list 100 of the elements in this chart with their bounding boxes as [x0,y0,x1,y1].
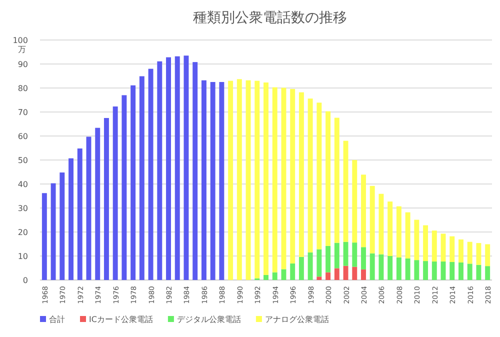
bar [236,79,242,280]
bar [432,262,437,280]
bar [326,246,331,272]
bar [254,80,260,278]
bar [246,80,251,280]
bar [405,212,410,258]
bar [326,111,331,246]
bar [281,269,286,280]
y-tick-label: 30 [18,204,28,213]
bar [476,243,482,265]
legend-label: デジタル公衆電話 [176,315,241,324]
y-axis-title: 万 [18,45,26,54]
bar [343,242,348,266]
bar [450,236,455,262]
bar [60,172,65,280]
y-tick-label: 100 [12,36,28,45]
bar [264,274,268,280]
bar [467,242,472,264]
bar [334,242,340,268]
bar [334,118,340,243]
bar [122,95,127,280]
bar [414,260,420,280]
bar [228,80,234,280]
bar [388,202,393,256]
bar [174,56,180,280]
bar [157,61,162,280]
bar [370,186,375,254]
bar [414,220,420,260]
legend-label: アナログ公衆電話 [264,315,329,324]
bar [334,268,340,280]
bar [396,206,402,258]
bar [316,102,322,250]
bar [450,262,455,280]
legend-label: ICカード公衆電話 [89,315,153,324]
bar [396,257,402,280]
bar [458,239,464,262]
y-tick-label: 80 [18,84,28,93]
bar [423,225,428,262]
bar [378,254,384,280]
bar [370,253,375,280]
bar [423,261,428,280]
bar [361,174,366,248]
chart-title: 種類別公衆電話数の推移 [193,10,347,26]
y-tick-label: 50 [18,156,28,165]
bar [281,88,286,270]
bar [130,85,136,280]
bar [361,247,366,270]
bar [352,242,358,267]
bar [139,76,144,280]
y-tick-label: 60 [18,132,28,141]
bar [352,266,358,280]
bar [485,266,490,280]
bar [378,194,384,254]
bar [485,244,490,266]
bar [112,106,118,280]
bar [361,269,366,280]
bar [388,256,393,280]
y-tick-label: 70 [18,108,28,117]
bar [219,82,224,280]
bar [326,272,331,280]
bar [290,263,296,280]
bar [95,128,100,280]
bar [86,136,92,280]
bar [148,68,154,280]
bar [308,98,313,252]
bar [476,264,482,280]
y-tick-label: 10 [18,252,28,261]
bar [298,92,304,257]
bar [42,193,47,280]
bar [343,266,348,280]
y-tick-label: 90 [18,60,28,69]
bar [467,264,472,280]
y-tick-label: 0 [22,276,28,285]
y-tick-label: 20 [18,228,28,237]
bar [192,62,198,280]
bar [272,272,278,280]
bar [272,87,278,272]
bar [343,140,348,242]
bar [352,160,358,243]
bar [264,82,268,275]
bar [104,118,109,280]
bar [405,258,410,280]
bar [201,80,206,280]
bar [298,256,304,280]
bar [290,88,296,264]
bar [184,56,189,280]
bar [316,276,322,280]
bar [432,230,437,262]
legend-label: 合計 [49,315,65,324]
bar [166,57,171,280]
bar [68,158,74,280]
bar [458,262,464,280]
bar [316,249,322,277]
bar [440,262,446,280]
bar [77,148,82,280]
bar [440,234,446,262]
bar [50,183,56,280]
y-tick-label: 40 [18,180,28,189]
bar [308,252,313,280]
bar [210,82,216,280]
